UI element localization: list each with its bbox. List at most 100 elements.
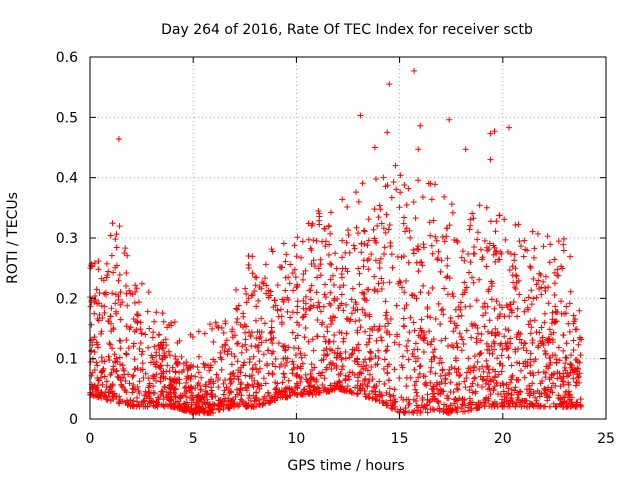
data-point	[287, 261, 294, 268]
data-point	[319, 319, 326, 326]
data-point	[248, 343, 255, 350]
data-point	[119, 299, 126, 306]
data-point	[517, 331, 524, 338]
data-point	[138, 280, 145, 287]
data-point	[453, 381, 460, 388]
data-point	[130, 397, 137, 404]
data-point	[237, 385, 244, 392]
data-point	[468, 274, 475, 281]
data-point	[438, 257, 445, 264]
data-point	[255, 348, 262, 355]
data-point	[134, 311, 141, 318]
data-point	[428, 242, 435, 249]
data-point	[495, 256, 502, 263]
data-point	[210, 338, 217, 345]
data-point	[427, 368, 434, 375]
data-point	[560, 332, 567, 339]
data-point	[516, 388, 523, 395]
data-point	[134, 402, 141, 409]
data-point	[465, 407, 472, 414]
data-point	[528, 301, 535, 308]
data-point	[297, 378, 304, 385]
data-point	[124, 252, 131, 259]
data-point	[570, 320, 577, 327]
data-point	[220, 403, 227, 410]
data-point	[122, 350, 129, 357]
data-point	[437, 268, 444, 275]
data-point	[512, 265, 519, 272]
data-point	[351, 245, 358, 252]
data-point	[101, 373, 108, 380]
data-point	[103, 383, 110, 390]
data-point	[292, 351, 299, 358]
data-point	[400, 322, 407, 329]
data-point	[249, 402, 256, 409]
data-point	[387, 239, 394, 246]
data-point	[258, 329, 265, 336]
data-point	[327, 276, 334, 283]
data-point	[352, 318, 359, 325]
data-point	[514, 313, 521, 320]
data-point	[218, 324, 225, 331]
data-point	[321, 384, 328, 391]
data-point	[348, 310, 355, 317]
data-point	[492, 228, 499, 235]
data-point	[183, 379, 190, 386]
data-point	[366, 332, 373, 339]
data-point	[289, 358, 296, 365]
data-point	[553, 309, 560, 316]
data-point	[484, 363, 491, 370]
data-point	[147, 359, 154, 366]
data-point	[325, 338, 332, 345]
data-point	[218, 366, 225, 373]
data-point	[302, 293, 309, 300]
data-point	[372, 175, 379, 182]
data-point	[305, 220, 312, 227]
data-point	[451, 237, 458, 244]
data-point	[365, 216, 372, 223]
data-point	[103, 291, 110, 298]
data-point	[117, 345, 124, 352]
data-point	[479, 384, 486, 391]
data-point	[486, 240, 493, 247]
data-point	[245, 261, 252, 268]
data-point	[321, 375, 328, 382]
data-point	[489, 400, 496, 407]
data-point	[513, 273, 520, 280]
data-point	[513, 359, 520, 366]
data-point	[428, 364, 435, 371]
data-point	[538, 340, 545, 347]
data-point	[411, 67, 418, 74]
y-tick-label: 0.6	[56, 50, 78, 66]
data-point	[521, 297, 528, 304]
data-point	[144, 308, 151, 315]
data-point	[326, 300, 333, 307]
data-point	[571, 318, 578, 325]
data-point	[273, 389, 280, 396]
data-point	[541, 385, 548, 392]
data-point	[378, 337, 385, 344]
data-point	[313, 376, 320, 383]
data-point	[425, 180, 432, 187]
data-point	[246, 373, 253, 380]
data-point	[400, 315, 407, 322]
data-point	[431, 395, 438, 402]
data-point	[204, 390, 211, 397]
data-point	[459, 395, 466, 402]
data-point	[471, 244, 478, 251]
data-point	[372, 257, 379, 264]
data-point	[106, 357, 113, 364]
data-point	[519, 397, 526, 404]
data-point	[453, 237, 460, 244]
data-point	[420, 373, 427, 380]
data-point	[382, 229, 389, 236]
data-point	[363, 362, 370, 369]
data-point	[243, 299, 250, 306]
data-point	[262, 275, 269, 282]
data-point	[271, 393, 278, 400]
data-point	[137, 339, 144, 346]
data-point	[305, 338, 312, 345]
data-point	[112, 291, 119, 298]
y-tick-label: 0.5	[56, 110, 78, 126]
data-point	[545, 365, 552, 372]
